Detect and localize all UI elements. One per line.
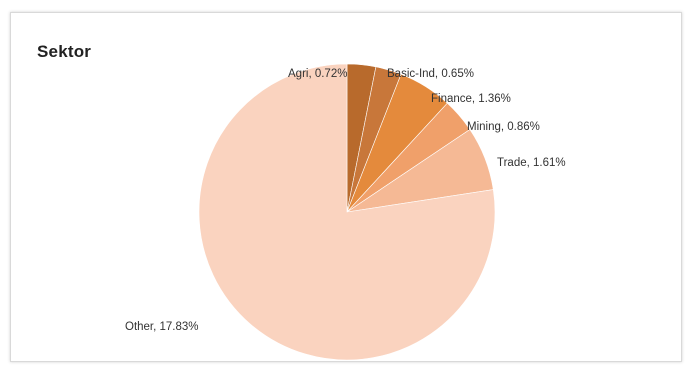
chart-title: Sektor (37, 42, 92, 61)
pie-slice-other (198, 63, 496, 361)
slice-label-mining: Mining, 0.86% (467, 121, 540, 133)
slice-label-agri: Agri, 0.72% (288, 68, 347, 80)
slice-label-finance: Finance, 1.36% (431, 93, 511, 105)
slice-label-basic-ind: Basic-Ind, 0.65% (387, 68, 474, 80)
slice-label-other: Other, 17.83% (125, 321, 199, 333)
slice-label-trade: Trade, 1.61% (497, 157, 566, 169)
